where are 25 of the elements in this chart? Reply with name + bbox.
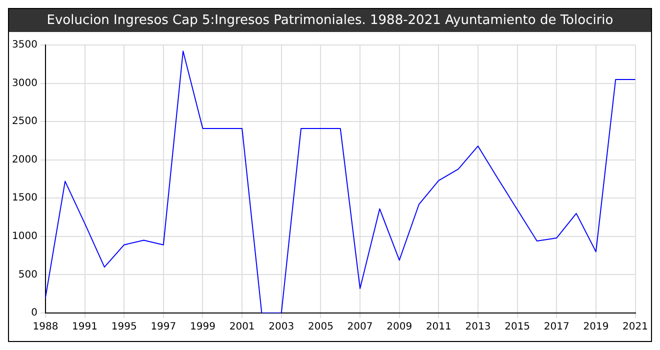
y-tick-label: 3500 [12,40,38,51]
x-tick-label: 2017 [544,322,570,333]
x-tick-label: 1991 [72,322,98,333]
y-tick-label: 500 [18,269,38,280]
x-tick-label: 2001 [229,322,255,333]
y-tick-label: 1500 [12,192,38,204]
x-tick-label: 2019 [583,322,609,333]
x-tick-label: 2015 [504,322,530,333]
y-tick-label: 2000 [12,154,38,166]
x-tick-label: 1988 [32,322,58,333]
y-tick-label: 1000 [12,231,38,242]
x-tick-label: 2007 [347,322,373,333]
y-tick-label: 0 [31,308,38,319]
x-tick-label: 2009 [386,322,412,333]
x-tick-label: 1995 [111,322,137,333]
y-tick-label: 2500 [12,116,38,128]
x-tick-label: 2013 [465,322,491,333]
x-tick-label: 2003 [268,322,294,333]
y-tick-label: 3000 [12,78,38,89]
x-tick-label: 1997 [150,322,176,333]
chart-title: Evolucion Ingresos Cap 5:Ingresos Patrimoniales. 1988-2021 Ayuntamiento de Tolocirio [9,9,651,32]
x-tick-label: 1999 [190,322,216,333]
x-tick-label: 2021 [622,322,648,333]
x-tick-label: 2011 [426,322,452,333]
x-tick-label: 2005 [308,322,334,333]
